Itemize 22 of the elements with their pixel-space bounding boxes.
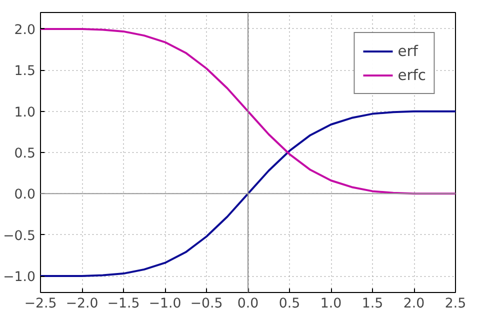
line-series: [40, 28, 456, 195]
y-tick-label: 1.5: [14, 64, 36, 80]
y-tick-label: 2.0: [14, 22, 36, 38]
x-tick-label: −2.5: [24, 296, 57, 312]
y-tick-label: −0.5: [3, 228, 36, 244]
x-tick-label: −1.5: [107, 296, 140, 312]
text: 0.5: [278, 296, 300, 312]
text: 0.0: [237, 296, 259, 312]
x-tick-label: −0.5: [190, 296, 223, 312]
legend-label: erfc: [398, 66, 426, 84]
line-series: [40, 110, 456, 278]
y-tick-label: 1.0: [14, 105, 36, 120]
x-tick-label: −1.0: [148, 296, 182, 312]
text: 1.0: [320, 296, 342, 312]
text: 2.0: [403, 296, 425, 312]
legend-label: erf: [398, 42, 418, 60]
y-tick-label: −1.0: [3, 270, 36, 286]
text: 2.5: [444, 296, 466, 312]
text: 1.5: [362, 296, 384, 312]
y-tick-label: 0.0: [14, 188, 36, 203]
y-tick-label: 0.5: [14, 146, 36, 162]
x-tick-label: −2.0: [66, 296, 98, 312]
